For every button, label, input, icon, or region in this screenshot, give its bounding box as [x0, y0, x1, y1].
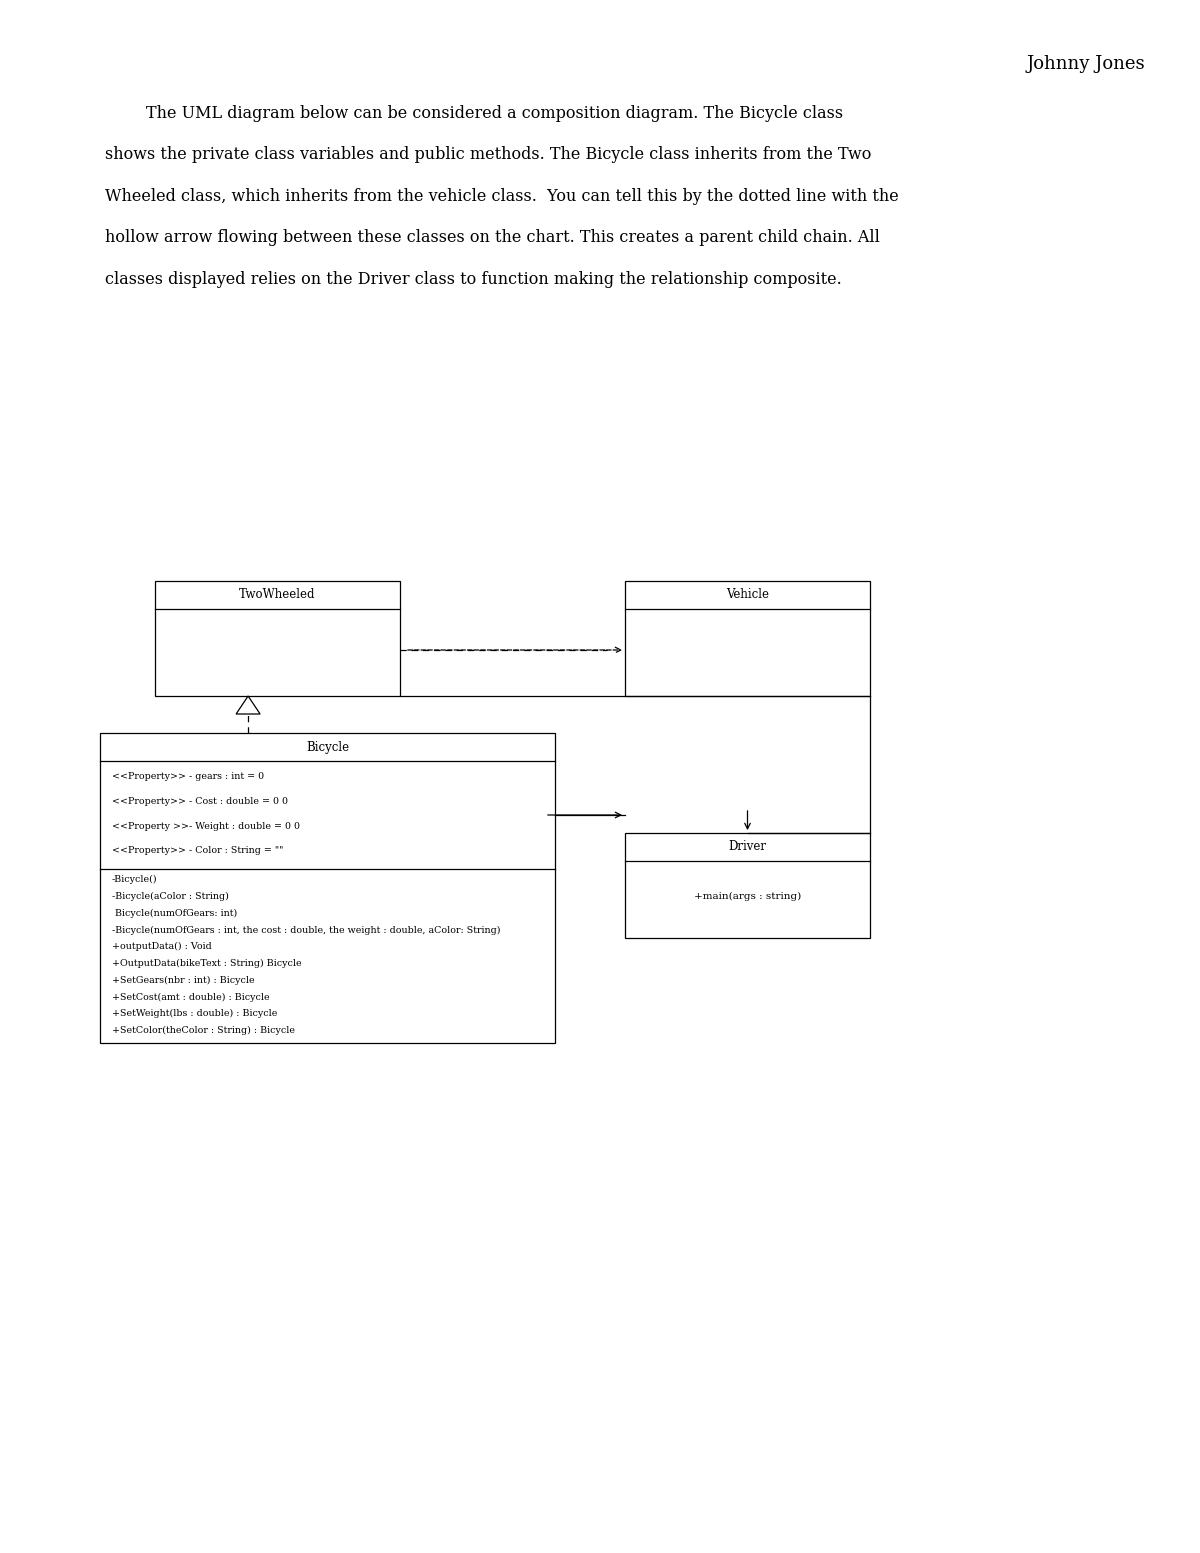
Text: +main(args : string): +main(args : string)	[694, 891, 802, 901]
Text: classes displayed relies on the Driver class to function making the relationship: classes displayed relies on the Driver c…	[106, 272, 841, 287]
Text: Wheeled class, which inherits from the vehicle class.  You can tell this by the : Wheeled class, which inherits from the v…	[106, 188, 899, 205]
Text: +SetWeight(lbs : double) : Bicycle: +SetWeight(lbs : double) : Bicycle	[112, 1009, 277, 1019]
Text: +SetGears(nbr : int) : Bicycle: +SetGears(nbr : int) : Bicycle	[112, 975, 254, 985]
Bar	[625, 832, 870, 938]
Text: <<Property >>- Weight : double = 0 0: <<Property >>- Weight : double = 0 0	[112, 822, 300, 831]
Text: +outputData() : Void: +outputData() : Void	[112, 943, 211, 952]
Text: hollow arrow flowing between these classes on the chart. This creates a parent c: hollow arrow flowing between these class…	[106, 230, 880, 247]
Text: Vehicle: Vehicle	[726, 589, 769, 601]
Text: TwoWheeled: TwoWheeled	[239, 589, 316, 601]
Text: -Bicycle(numOfGears : int, the cost : double, the weight : double, aColor: Strin: -Bicycle(numOfGears : int, the cost : do…	[112, 926, 500, 935]
Text: +SetColor(theColor : String) : Bicycle: +SetColor(theColor : String) : Bicycle	[112, 1027, 295, 1034]
Text: <<Property>> - Color : String = "": <<Property>> - Color : String = ""	[112, 846, 283, 856]
Text: -Bicycle(): -Bicycle()	[112, 876, 157, 885]
Text: <<Property>> - Cost : double = 0 0: <<Property>> - Cost : double = 0 0	[112, 797, 288, 806]
Bar	[100, 733, 554, 1044]
Text: +OutputData(bikeText : String) Bicycle: +OutputData(bikeText : String) Bicycle	[112, 958, 301, 968]
Text: Johnny Jones: Johnny Jones	[1026, 54, 1145, 73]
Bar	[155, 581, 400, 696]
Text: shows the private class variables and public methods. The Bicycle class inherits: shows the private class variables and pu…	[106, 146, 871, 163]
Text: -Bicycle(aColor : String): -Bicycle(aColor : String)	[112, 891, 229, 901]
Text: +SetCost(amt : double) : Bicycle: +SetCost(amt : double) : Bicycle	[112, 992, 270, 1002]
Text: The UML diagram below can be considered a composition diagram. The Bicycle class: The UML diagram below can be considered …	[106, 106, 844, 123]
Text: <<Property>> - gears : int = 0: <<Property>> - gears : int = 0	[112, 772, 264, 781]
Text: Bicycle(numOfGears: int): Bicycle(numOfGears: int)	[112, 909, 238, 918]
Text: Bicycle: Bicycle	[306, 741, 349, 753]
Bar	[625, 581, 870, 696]
Text: Driver: Driver	[728, 840, 767, 854]
